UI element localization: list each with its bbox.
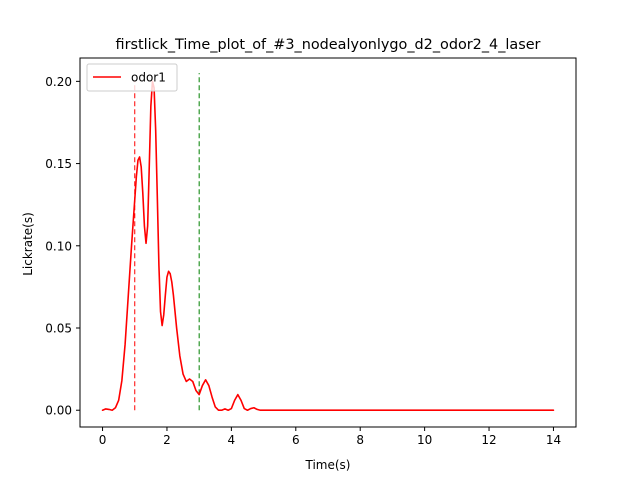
x-tick-label: 14 <box>546 433 561 447</box>
legend-label-odor1: odor1 <box>131 71 166 85</box>
x-tick-label: 2 <box>163 433 171 447</box>
x-axis-label: Time(s) <box>305 458 351 472</box>
legend-frame <box>86 63 178 92</box>
axes-layer: 0 2 4 6 8 10 12 14 0.00 0.05 0.10 0.15 0.20 <box>45 57 577 447</box>
chart-title: firstlick_Time_plot_of_#3_nodealyonlygo_… <box>116 37 541 53</box>
y-tick-label: 0.10 <box>45 239 72 253</box>
x-tick-label: 12 <box>481 433 496 447</box>
x-tick-label: 10 <box>417 433 432 447</box>
series-layer <box>101 80 555 412</box>
series-line-odor1 <box>101 80 555 412</box>
x-tick-label: 8 <box>356 433 364 447</box>
x-tick-label: 4 <box>228 433 236 447</box>
y-tick-label: 0.15 <box>45 157 72 171</box>
marker-layer <box>134 73 200 411</box>
x-tick-label: 6 <box>292 433 300 447</box>
y-tick-label: 0.05 <box>45 322 72 336</box>
plot-frame <box>79 57 577 428</box>
y-axis-label: Lickrate(s) <box>21 212 35 276</box>
legend: odor1 <box>86 63 178 92</box>
x-tick-label: 0 <box>99 433 107 447</box>
y-tick-label: 0.20 <box>45 75 72 89</box>
y-tick-label: 0.00 <box>45 404 72 418</box>
